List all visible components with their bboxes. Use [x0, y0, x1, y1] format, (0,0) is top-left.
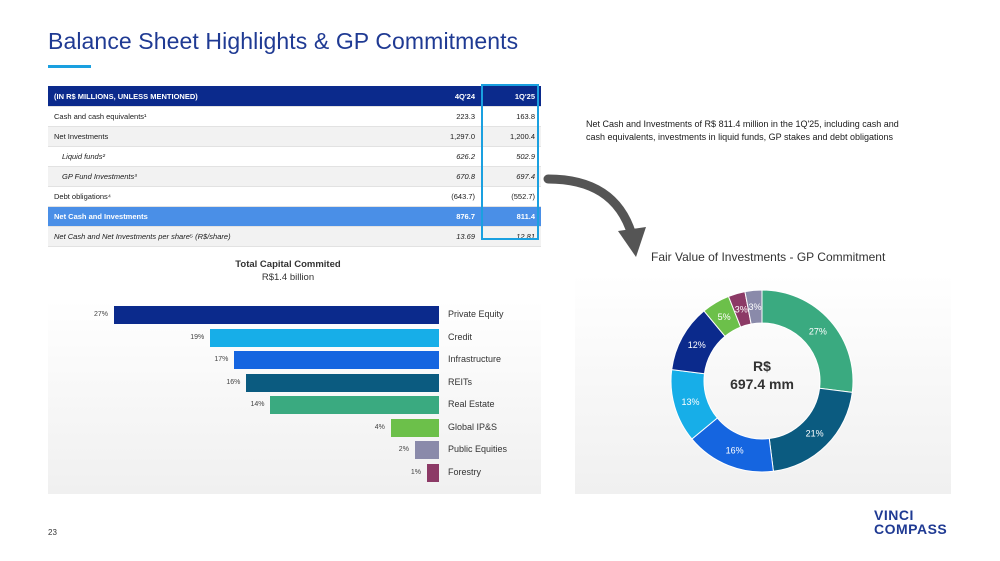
row-label: Debt obligations⁴ — [48, 186, 421, 207]
table-row: Cash and cash equivalents¹ 223.3 163.8 — [48, 106, 541, 127]
table-row: Debt obligations⁴ (643.7) (552.7) — [48, 186, 541, 207]
logo-line-1: VINCI — [874, 507, 914, 523]
row-value-4q24: 876.7 — [421, 206, 481, 227]
bar-category-label: Credit — [448, 331, 473, 342]
row-value-1q25: 811.4 — [481, 206, 541, 227]
donut-slice-label: 13% — [681, 397, 699, 407]
donut-center-label: R$ 697.4 mm — [727, 357, 797, 393]
bar-infrastructure — [234, 351, 439, 369]
curved-arrow-icon — [543, 174, 646, 257]
bar-value-label: 2% — [398, 446, 409, 453]
table-header-row: (IN R$ MILLIONS, UNLESS MENTIONED) 4Q'24… — [48, 86, 541, 107]
bar-category-label: Real Estate — [448, 399, 495, 409]
bar-chart-title: Total Capital Commited — [235, 259, 341, 270]
row-value-4q24: 1,297.0 — [421, 126, 481, 147]
donut-center-currency: R$ — [753, 358, 771, 374]
bar-value-label: 16% — [226, 378, 241, 386]
page-title: Balance Sheet Highlights & GP Commitment… — [48, 28, 519, 54]
bar-value-label: 19% — [190, 333, 205, 341]
row-label: Net Investments — [48, 126, 421, 147]
donut-center-amount: 697.4 mm — [730, 376, 794, 392]
donut-slice-label: 27% — [809, 327, 827, 337]
donut-slice-label: 12% — [688, 340, 706, 350]
bar-credit — [210, 328, 439, 347]
page-number: 23 — [48, 528, 57, 537]
bar-private-equity — [114, 306, 439, 324]
table-row: GP Fund Investments³ 670.8 697.4 — [48, 166, 541, 187]
bar-category-label: REITs — [448, 376, 473, 387]
bar-value-label: 1% — [410, 468, 421, 476]
bar-forestry — [426, 463, 439, 482]
bar-value-label: 17% — [214, 356, 229, 363]
row-label: Cash and cash equivalents¹ — [48, 106, 421, 127]
vinci-compass-logo: VINCI COMPASS — [874, 508, 947, 536]
donut-slice-label: 3% — [735, 304, 748, 314]
donut-chart-title: Fair Value of Investments - GP Commitmen… — [651, 250, 886, 264]
donut-slice-label: 3% — [748, 302, 761, 312]
bar-real-estate — [270, 396, 439, 414]
bar-global-ip-s — [390, 418, 439, 437]
row-label: Net Cash and Investments — [48, 206, 421, 227]
table-header-1q25: 1Q'25 — [481, 86, 541, 107]
bar-public-equities — [414, 441, 439, 459]
bar-value-label: 27% — [93, 311, 108, 318]
table-row: Net Investments 1,297.0 1,200.4 — [48, 126, 541, 147]
title-underline — [48, 65, 91, 68]
row-label: Liquid funds² — [48, 146, 421, 167]
donut-slice-label: 5% — [718, 312, 731, 322]
bar-value-label: 14% — [250, 401, 265, 408]
bar-value-label: 4% — [374, 423, 385, 431]
row-label: Net Cash and Net Investments per share⁵ … — [48, 226, 421, 247]
row-value-4q24: (643.7) — [421, 186, 481, 207]
row-value-1q25: (552.7) — [481, 186, 541, 207]
balance-sheet-table: (IN R$ MILLIONS, UNLESS MENTIONED) 4Q'24… — [48, 86, 541, 247]
table-row: Net Cash and Net Investments per share⁵ … — [48, 226, 541, 247]
donut-slice — [744, 289, 763, 325]
bar-category-label: Global IP&S — [448, 421, 498, 432]
bar-category-label: Public Equities — [448, 444, 508, 454]
row-value-1q25: 12.81 — [481, 226, 541, 247]
row-value-1q25: 502.9 — [481, 146, 541, 167]
donut-slice-label: 16% — [726, 445, 744, 455]
row-value-1q25: 163.8 — [481, 106, 541, 127]
row-value-1q25: 697.4 — [481, 166, 541, 187]
net-cash-note: Net Cash and Investments of R$ 811.4 mil… — [586, 119, 899, 142]
table-row: Liquid funds² 626.2 502.9 — [48, 146, 541, 167]
row-value-1q25: 1,200.4 — [481, 126, 541, 147]
logo-line-2: COMPASS — [874, 521, 948, 537]
bar-chart-subtitle: R$1.4 billion — [261, 272, 315, 283]
row-value-4q24: 223.3 — [421, 106, 481, 127]
row-value-4q24: 626.2 — [421, 146, 481, 167]
row-label: GP Fund Investments³ — [48, 166, 421, 187]
donut-slice-label: 21% — [806, 429, 824, 439]
row-value-4q24: 13.69 — [421, 226, 481, 247]
table-header-4q24: 4Q'24 — [421, 86, 481, 107]
bar-reits — [246, 373, 439, 392]
bar-category-label: Infrastructure — [448, 354, 502, 364]
table-row-highlight: Net Cash and Investments 876.7 811.4 — [48, 206, 541, 227]
bar-category-label: Private Equity — [448, 309, 504, 319]
table-header-label: (IN R$ MILLIONS, UNLESS MENTIONED) — [48, 86, 421, 107]
row-value-4q24: 670.8 — [421, 166, 481, 187]
bar-category-label: Forestry — [448, 466, 482, 477]
